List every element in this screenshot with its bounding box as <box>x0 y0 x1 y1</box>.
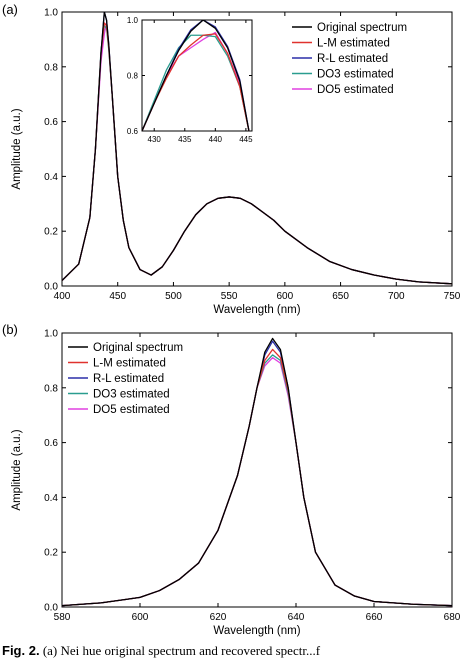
chart-b-x-tick-label: 680 <box>444 612 461 623</box>
chart-a-y-tick-label: 1.0 <box>44 8 58 19</box>
figure-caption: Fig. 2. (a) Nei hue original spectrum an… <box>2 643 474 663</box>
chart-b-x-tick-label: 660 <box>366 612 383 623</box>
chart-a-legend-label: DO3 estimated <box>317 69 394 81</box>
chart-b-legend-label: DO3 estimated <box>93 389 170 401</box>
chart-b-x-axis-label: Wavelength (nm) <box>213 625 300 637</box>
chart-a-series-do3-estimated <box>62 25 452 285</box>
chart-a-y-tick-label: 0.2 <box>44 227 58 238</box>
chart-b-frame <box>61 332 453 608</box>
chart-a-x-tick-label: 750 <box>444 291 461 302</box>
chart-a-y-tick-label: 0.0 <box>44 282 58 293</box>
chart-a-inset-y-tick-label: 0.6 <box>127 127 139 136</box>
chart-b: 580 600 620 640 660 680 0.0 0.2 0.4 0.6 0.8 1.0 (b) W… <box>2 322 461 637</box>
chart-b-y-tick-label: 1.0 <box>44 329 58 340</box>
chart-a-inset-x-tick-label: 440 <box>209 135 223 144</box>
chart-a-x-tick-label: 550 <box>221 291 238 302</box>
chart-a: 400 450 500 550 600 650 700 750 0.0 0.2 0.4 0.6 0.8 1… <box>2 2 461 316</box>
chart-a-x-tick-label: 600 <box>277 291 294 302</box>
chart-a-legend-label: R-L estimated <box>317 53 388 65</box>
chart-a-series-r-l-estimated <box>62 12 452 285</box>
chart-b-x-tick-label: 580 <box>54 612 71 623</box>
chart-b-legend-label: Original spectrum <box>93 342 183 354</box>
chart-a-y-tick-label: 0.6 <box>44 117 58 128</box>
chart-b-y-tick-label: 0.6 <box>44 438 58 449</box>
chart-a-series-l-m-estimated <box>62 22 452 285</box>
figure-caption-label: Fig. 2. <box>2 643 40 658</box>
chart-a-inset-y-tick-label: 0.8 <box>127 71 139 80</box>
chart-a-inset-background <box>142 20 252 131</box>
chart-a-x-tick-label: 500 <box>165 291 182 302</box>
spectrum-figure: 400 450 500 550 600 650 700 750 0.0 0.2 0.4 0.6 0.8 1… <box>2 2 461 637</box>
chart-a-inset-x-tick-label: 430 <box>148 135 162 144</box>
chart-b-legend-label: R-L estimated <box>93 373 164 385</box>
chart-a-x-tick-label: 400 <box>54 291 71 302</box>
chart-a-inset-series-original-spectrum <box>142 20 250 131</box>
chart-b-y-tick-label: 0.8 <box>44 383 58 394</box>
chart-a-y-axis-label: Amplitude (a.u.) <box>11 108 23 189</box>
chart-b-y-axis-label: Amplitude (a.u.) <box>11 429 23 510</box>
chart-a-x-tick-label: 450 <box>109 291 126 302</box>
chart-a-x-axis-label: Wavelength (nm) <box>213 304 300 316</box>
chart-a-inset-y-tick-label: 1.0 <box>127 16 139 25</box>
chart-a-series-do5-estimated <box>62 22 452 285</box>
chart-a-y-tick-label: 0.4 <box>44 172 58 183</box>
chart-b-x-tick-label: 600 <box>132 612 149 623</box>
chart-a-legend-label: L-M estimated <box>317 38 390 50</box>
chart-a-legend-label: DO5 estimated <box>317 84 394 96</box>
chart-a-inset: 430 435 440 445 0.6 0.8 1.0 <box>127 16 253 144</box>
chart-a-inset-x-tick-label: 435 <box>178 135 192 144</box>
chart-a-frame <box>61 11 453 287</box>
chart-b-x-tick-label: 620 <box>210 612 227 623</box>
chart-b-y-tick-label: 0.2 <box>44 548 58 559</box>
chart-b-y-tick-label: 0.0 <box>44 603 58 614</box>
chart-b-series-original-spectrum <box>62 337 452 607</box>
chart-a-inset-x-tick-label: 445 <box>239 135 253 144</box>
chart-b-panel-label: (b) <box>2 322 18 337</box>
chart-a-series-original-spectrum <box>62 12 452 285</box>
chart-b-legend-label: DO5 estimated <box>93 404 170 416</box>
chart-a-legend-label: Original spectrum <box>317 22 407 34</box>
chart-a-panel-label: (a) <box>2 2 18 17</box>
chart-b-legend-label: L-M estimated <box>93 358 166 370</box>
chart-a-x-tick-label: 650 <box>332 291 349 302</box>
chart-b-y-tick-label: 0.4 <box>44 493 58 504</box>
chart-a-y-tick-label: 0.8 <box>44 62 58 73</box>
chart-a-x-tick-label: 700 <box>388 291 405 302</box>
chart-b-x-tick-label: 640 <box>288 612 305 623</box>
figure-caption-text: (a) Nei hue original spectrum and recove… <box>42 643 321 658</box>
